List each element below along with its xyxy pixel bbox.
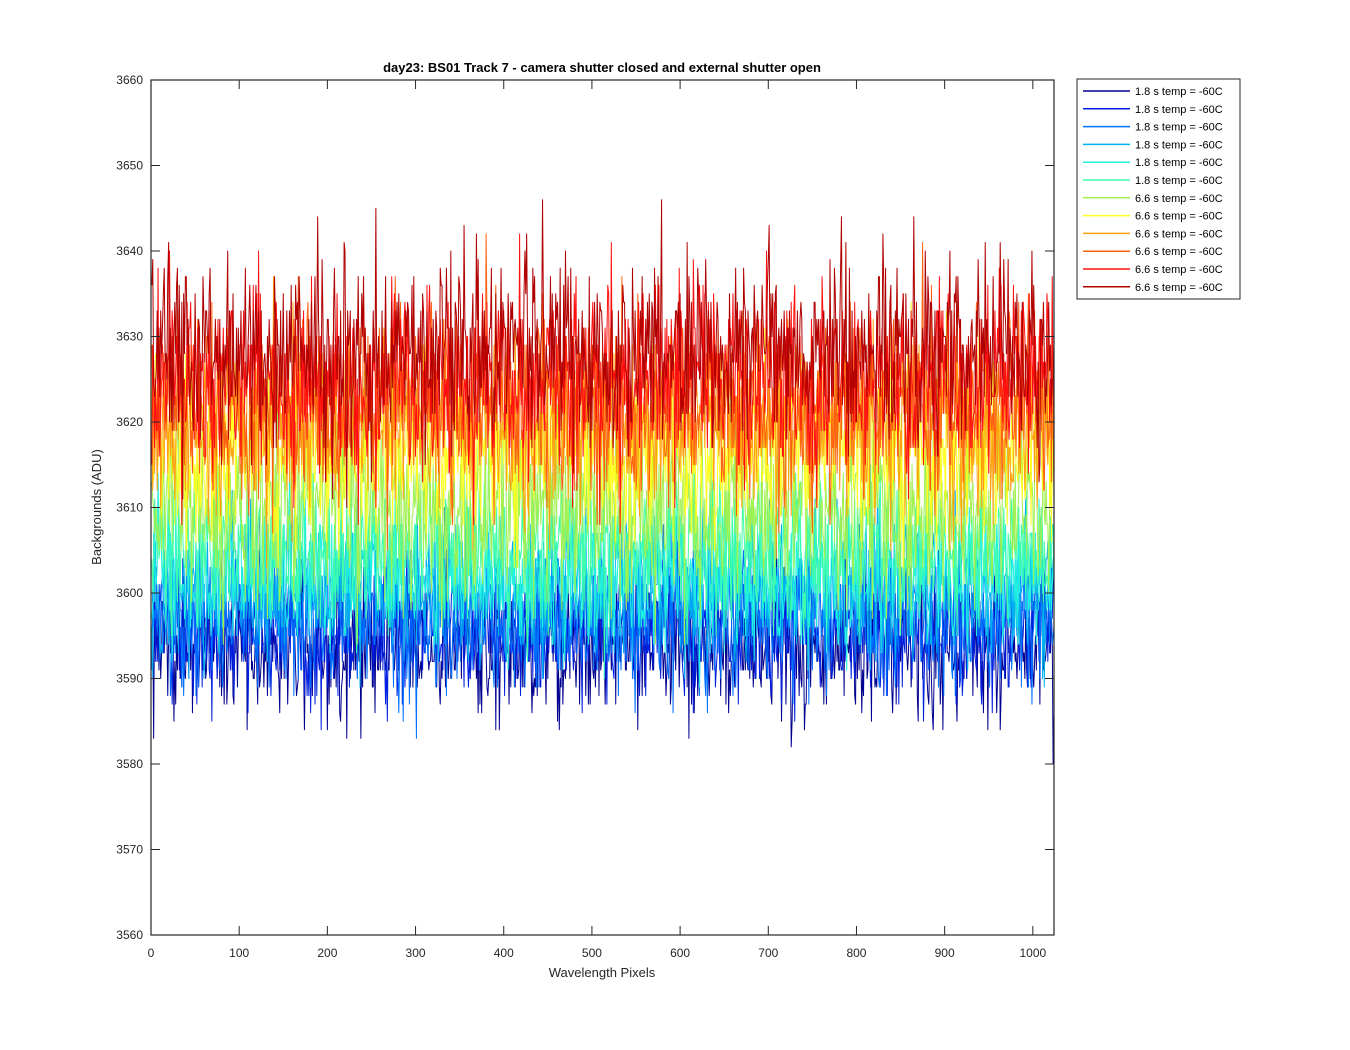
- legend-label-1: 1.8 s temp = -60C: [1135, 86, 1223, 98]
- x-tick-label-1000: 1000: [1019, 946, 1046, 960]
- legend: 1.8 s temp = -60C 1.8 s temp = -60C 1.8 s …: [1076, 78, 1241, 300]
- x-tick-label-200: 200: [317, 946, 337, 960]
- legend-label-2: 1.8 s temp = -60C: [1135, 104, 1223, 116]
- x-tick-label-300: 300: [406, 946, 426, 960]
- y-tick-label-3640: 3640: [116, 244, 143, 258]
- y-axis-label: Backgrounds (ADU): [89, 449, 104, 565]
- y-tick-label-3630: 3630: [116, 330, 143, 344]
- ticks-layer: 0 100 200 300 400 500 600 700 800 900 1000 3560 3570…: [116, 73, 1054, 960]
- x-tick-label-800: 800: [846, 946, 866, 960]
- plot-frame: [150, 79, 1055, 936]
- y-tick-label-3600: 3600: [116, 586, 143, 600]
- x-tick-label-0: 0: [148, 946, 155, 960]
- x-tick-label-500: 500: [582, 946, 602, 960]
- legend-label-7: 6.6 s temp = -60C: [1135, 193, 1223, 205]
- chart-title: day23: BS01 Track 7 - camera shutter clo…: [383, 60, 821, 75]
- legend-label-12: 6.6 s temp = -60C: [1135, 282, 1223, 294]
- x-tick-label-400: 400: [494, 946, 514, 960]
- legend-label-8: 6.6 s temp = -60C: [1135, 211, 1223, 223]
- x-tick-label-600: 600: [670, 946, 690, 960]
- x-tick-label-700: 700: [758, 946, 778, 960]
- legend-label-10: 6.6 s temp = -60C: [1135, 246, 1223, 258]
- legend-label-4: 1.8 s temp = -60C: [1135, 139, 1223, 151]
- y-tick-label-3620: 3620: [116, 415, 143, 429]
- y-tick-label-3610: 3610: [116, 501, 143, 515]
- legend-label-6: 1.8 s temp = -60C: [1135, 175, 1223, 187]
- x-tick-label-900: 900: [935, 946, 955, 960]
- legend-label-9: 6.6 s temp = -60C: [1135, 228, 1223, 240]
- y-tick-label-3650: 3650: [116, 159, 143, 173]
- legend-label-3: 1.8 s temp = -60C: [1135, 122, 1223, 134]
- y-tick-label-3580: 3580: [116, 757, 143, 771]
- series-line-12: [151, 199, 1054, 508]
- legend-label-11: 6.6 s temp = -60C: [1135, 264, 1223, 276]
- x-axis-label: Wavelength Pixels: [549, 965, 656, 980]
- legend-label-5: 1.8 s temp = -60C: [1135, 157, 1223, 169]
- legend-box: [1076, 78, 1241, 300]
- y-tick-label-3590: 3590: [116, 672, 143, 686]
- y-tick-label-3570: 3570: [116, 843, 143, 857]
- series-layer: [151, 199, 1054, 765]
- y-tick-label-3660: 3660: [116, 73, 143, 87]
- y-tick-label-3560: 3560: [116, 928, 143, 942]
- x-tick-label-100: 100: [229, 946, 249, 960]
